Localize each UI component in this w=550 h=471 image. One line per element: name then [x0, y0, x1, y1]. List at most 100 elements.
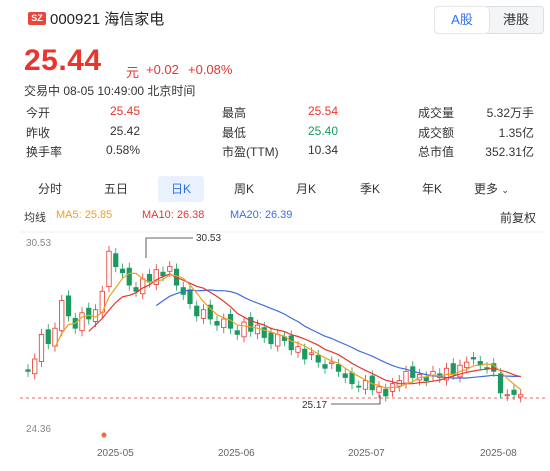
candle-body[interactable] — [241, 321, 247, 338]
candle-body[interactable] — [59, 300, 65, 332]
candle-body[interactable] — [65, 295, 72, 317]
y-min-label: 24.36 — [26, 424, 51, 435]
candle-body[interactable] — [153, 269, 159, 285]
stat-label: 最高 — [222, 106, 247, 120]
stat-value: 0.58% — [105, 143, 140, 157]
stat-value: 5.32万手 — [486, 106, 534, 120]
candle-body[interactable] — [119, 268, 126, 274]
candle-body[interactable] — [322, 364, 328, 369]
price-unit: 元 — [126, 65, 140, 80]
candle-body[interactable] — [86, 307, 92, 320]
market-toggle: A股 港股 — [434, 6, 544, 34]
candle-body[interactable] — [106, 250, 112, 288]
candle-body[interactable] — [200, 309, 207, 319]
candle-body[interactable] — [403, 370, 409, 384]
min-marker-line — [331, 395, 381, 405]
stock-header: SZ 000921 海信家电 A股 港股 — [0, 0, 550, 40]
stat-label: 最低 — [222, 125, 247, 140]
candle-body[interactable] — [450, 363, 456, 375]
tab-more-label: 更多 — [474, 182, 499, 196]
candle-body[interactable] — [329, 361, 335, 365]
stock-code-name: 000921 海信家电 — [50, 11, 165, 28]
candle-body[interactable] — [133, 287, 139, 292]
current-price: 25.44 — [24, 44, 102, 77]
candle-body[interactable] — [497, 373, 504, 394]
candle-body[interactable] — [194, 305, 200, 317]
trading-status: 交易中 08-05 10:49:00 北京时间 — [24, 84, 196, 98]
candle-body[interactable] — [349, 372, 355, 385]
tab-more[interactable]: 更多 ⌄ — [474, 176, 524, 202]
candle-body[interactable] — [207, 304, 213, 320]
candle-body[interactable] — [25, 369, 31, 372]
candle-body[interactable] — [335, 364, 342, 372]
stat-label: 昨收 — [26, 125, 51, 140]
tab-five-day[interactable]: 五日 — [103, 182, 128, 196]
candle-body[interactable] — [295, 346, 301, 353]
x-tick-label: 2025-05 — [97, 448, 134, 459]
candle-body[interactable] — [113, 253, 119, 268]
candle-body[interactable] — [288, 335, 294, 351]
candle-body[interactable] — [268, 332, 274, 345]
candle-body[interactable] — [518, 394, 524, 398]
stats-row: 昨收 25.42 最低 25.40 成交额 1.35亿 — [24, 124, 536, 144]
candle-body[interactable] — [261, 327, 267, 338]
tab-monthly-k[interactable]: 月K — [295, 182, 316, 196]
x-tick-label: 2025-06 — [218, 448, 255, 459]
event-dot[interactable] — [101, 432, 107, 438]
market-badge: SZ — [28, 12, 46, 25]
ma-title: 均线 — [24, 212, 46, 224]
candle-body[interactable] — [383, 388, 389, 397]
candle-body[interactable] — [376, 386, 382, 393]
tab-intraday[interactable]: 分时 — [37, 182, 62, 196]
candle-body[interactable] — [140, 278, 146, 295]
max-marker-line — [145, 237, 193, 258]
toggle-hk-share[interactable]: 港股 — [502, 12, 529, 27]
toggle-a-share[interactable]: A股 — [435, 7, 489, 33]
candle-body[interactable] — [275, 333, 281, 347]
candle-body[interactable] — [32, 358, 38, 375]
candle-body[interactable] — [248, 317, 254, 332]
candle-body[interactable] — [126, 267, 132, 286]
stat-label: 成交额 — [418, 125, 455, 140]
candle-body[interactable] — [79, 312, 85, 332]
min-marker-label: 25.17 — [302, 400, 327, 411]
stats-row: 今开 25.45 最高 25.54 成交量 5.32万手 — [24, 104, 536, 124]
max-marker-label: 30.53 — [196, 233, 221, 244]
candle-body[interactable] — [342, 373, 348, 378]
stat-value: 25.42 — [109, 123, 140, 138]
candle-body[interactable] — [362, 380, 369, 390]
candle-body[interactable] — [38, 333, 45, 362]
tab-yearly-k[interactable]: 年K — [421, 182, 442, 196]
candle-body[interactable] — [221, 318, 227, 329]
ma5-line — [54, 272, 522, 391]
tab-quarterly-k[interactable]: 季K — [359, 182, 380, 196]
chevron-down-icon: ⌄ — [501, 185, 509, 195]
candle-body[interactable] — [302, 348, 308, 360]
stat-value: 25.54 — [307, 104, 338, 118]
stats-grid: 今开 25.45 最高 25.54 成交量 5.32万手 昨收 25.42 最低… — [24, 104, 536, 163]
price-change-percent: +0.08% — [188, 62, 233, 77]
candle-body[interactable] — [511, 389, 517, 395]
tab-weekly-k[interactable]: 周K — [233, 182, 254, 196]
candle-body[interactable] — [167, 266, 173, 272]
tab-daily-k[interactable]: 日K — [158, 176, 204, 202]
ma10-line — [88, 273, 521, 385]
candle-body[interactable] — [470, 357, 477, 360]
stat-value: 1.35亿 — [498, 125, 534, 140]
x-tick-label: 2025-07 — [348, 448, 385, 459]
candle-body[interactable] — [187, 289, 193, 304]
candle-body[interactable] — [315, 354, 321, 363]
candle-body[interactable] — [308, 352, 315, 355]
candle-body[interactable] — [356, 385, 362, 388]
ma20-line — [155, 289, 521, 379]
candle-body[interactable] — [504, 394, 510, 397]
candle-body[interactable] — [464, 361, 470, 369]
stat-label: 今开 — [26, 106, 51, 120]
candle-body[interactable] — [254, 324, 261, 335]
candle-body[interactable] — [214, 321, 220, 326]
candle-body[interactable] — [234, 330, 240, 335]
stat-label: 成交量 — [418, 106, 455, 120]
candle-body[interactable] — [45, 329, 51, 345]
adjust-mode[interactable]: 前复权 — [499, 211, 536, 225]
